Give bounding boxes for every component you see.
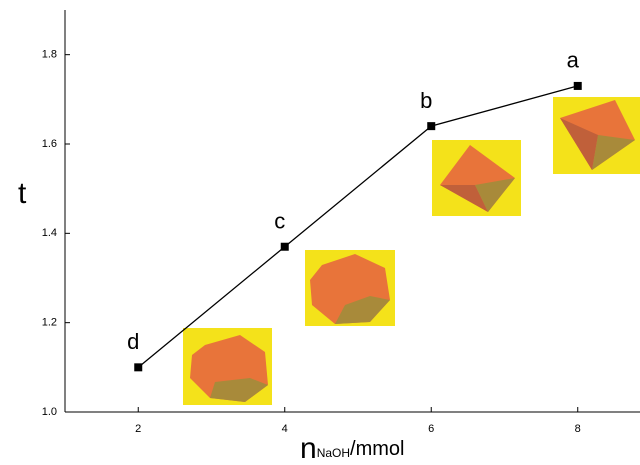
point-label: d xyxy=(127,329,139,354)
x-tick-label: 8 xyxy=(575,423,581,435)
point-label: b xyxy=(420,88,432,113)
crystal-c xyxy=(305,250,395,326)
point-label: c xyxy=(274,209,285,234)
point xyxy=(574,82,582,90)
x-tick-label: 6 xyxy=(428,423,434,435)
point xyxy=(281,243,289,251)
y-tick-label: 1.2 xyxy=(42,317,57,329)
y-tick-label: 1.4 xyxy=(42,227,57,239)
crystal-d xyxy=(183,328,272,405)
x-label-sub: NaOH xyxy=(317,446,350,460)
y-tick-label: 1.8 xyxy=(42,49,57,61)
point-label: a xyxy=(567,48,580,73)
y-axis-label: t xyxy=(18,177,27,210)
crystal-a xyxy=(553,97,640,174)
chart: t nNaOH/mmol 1.0 1.2 1.4 1.6 1.8 2 4 6 8 d c b a xyxy=(0,0,640,465)
x-tick-label: 2 xyxy=(135,423,141,435)
y-tick-label: 1.0 xyxy=(42,406,57,418)
x-axis-label: nNaOH/mmol xyxy=(300,432,404,465)
y-tick-label: 1.6 xyxy=(42,138,57,150)
x-tick-label: 4 xyxy=(282,423,288,435)
x-label-main: n xyxy=(300,432,317,465)
x-label-unit: /mmol xyxy=(350,438,404,460)
point xyxy=(427,122,435,130)
crystal-b xyxy=(432,140,521,216)
point xyxy=(134,363,142,371)
